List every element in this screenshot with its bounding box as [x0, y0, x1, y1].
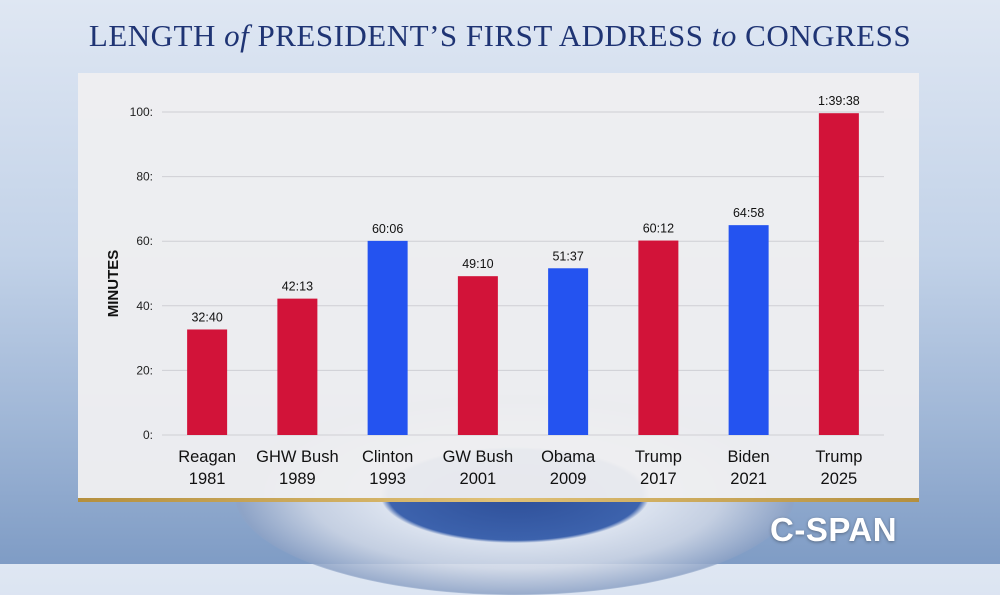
title-part: LENGTH: [88, 18, 225, 53]
data-label: 51:37: [552, 249, 583, 263]
data-label: 32:40: [191, 310, 222, 324]
title-part: of: [224, 18, 250, 53]
x-tick-label-year: 1993: [369, 470, 406, 488]
bar: [638, 240, 679, 435]
cspan-logo: C-SPAN: [770, 511, 898, 548]
bar: [457, 276, 498, 435]
x-tick-label-name: Reagan: [178, 448, 236, 466]
data-label: 1:39:38: [818, 94, 860, 108]
x-tick-label-year: 2017: [640, 470, 677, 488]
y-tick-label: 80:: [136, 170, 153, 184]
chart-title: LENGTH of PRESIDENT’S FIRST ADDRESS to C…: [0, 18, 1000, 54]
title-part: to: [711, 18, 737, 53]
data-label: 64:58: [733, 206, 764, 220]
y-tick-label: 60:: [136, 234, 153, 248]
gold-divider: [78, 498, 919, 502]
x-tick-label-year: 2009: [550, 470, 587, 488]
bar: [187, 329, 228, 435]
data-label: 60:12: [643, 222, 674, 236]
bar-chart: 0: 20: 40: 60: 80: 100: MINUTES 32:40 Reagan 1981…: [105, 94, 884, 488]
bar: [818, 113, 859, 435]
bar: [367, 240, 408, 435]
x-tick-label-year: 1981: [189, 470, 226, 488]
data-label: 60:06: [372, 222, 403, 236]
bar: [548, 268, 589, 435]
x-tick-label-year: 2001: [460, 470, 497, 488]
x-tick-label-year: 1989: [279, 470, 316, 488]
title-part: PRESIDENT’S FIRST ADDRESS: [249, 18, 712, 53]
y-tick-label: 20:: [136, 363, 153, 377]
y-axis-label: MINUTES: [105, 250, 122, 318]
x-tick-label-year: 2021: [730, 470, 767, 488]
x-tick-label-name: Trump: [635, 448, 682, 466]
data-label: 49:10: [462, 257, 493, 271]
x-tick-label-name: GW Bush: [443, 448, 514, 466]
x-tick-label-year: 2025: [821, 470, 858, 488]
title-part: CONGRESS: [736, 18, 912, 53]
x-tick-label-name: GHW Bush: [256, 448, 339, 466]
bar: [277, 298, 318, 435]
data-label: 42:13: [282, 280, 313, 294]
y-tick-label: 40:: [136, 299, 153, 313]
x-tick-label-name: Obama: [541, 448, 596, 466]
y-tick-label: 0:: [143, 428, 153, 442]
x-tick-label-name: Biden: [728, 448, 770, 466]
x-tick-label-name: Clinton: [362, 448, 413, 466]
y-tick-label: 100:: [130, 105, 153, 119]
bar: [728, 225, 769, 435]
x-tick-label-name: Trump: [815, 448, 862, 466]
